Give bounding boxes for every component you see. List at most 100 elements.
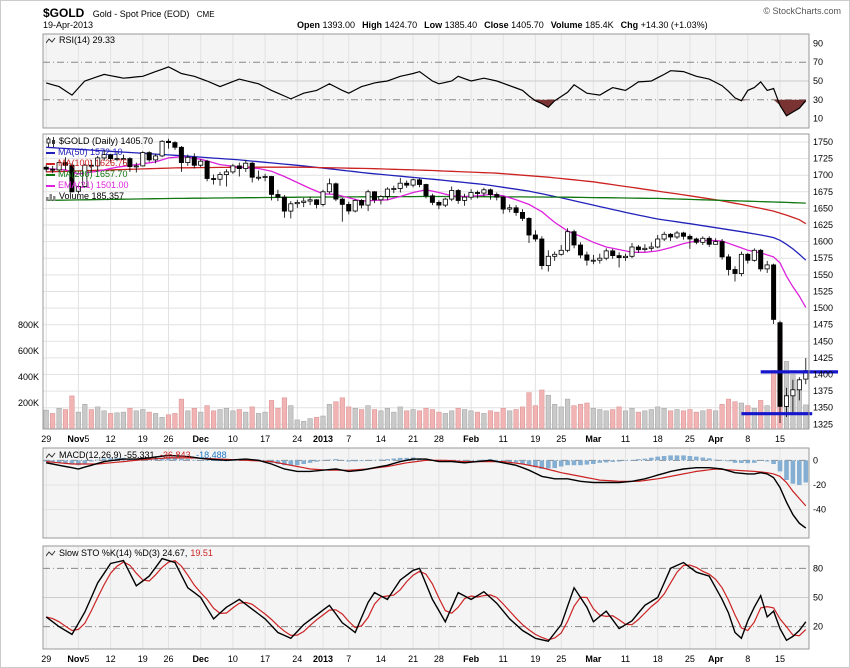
svg-text:70: 70 bbox=[813, 57, 823, 67]
ma200-key bbox=[46, 173, 55, 176]
symbol: $GOLD bbox=[43, 6, 85, 20]
svg-text:1475: 1475 bbox=[813, 320, 833, 330]
rsi-indicator-icon bbox=[46, 37, 56, 45]
sto-label-k: Slow STO %K(14) %D(3) 24.67, bbox=[59, 548, 188, 558]
quote-value: +14.30 (+1.03%) bbox=[640, 20, 708, 30]
svg-text:2013: 2013 bbox=[313, 654, 333, 664]
svg-text:26: 26 bbox=[163, 654, 173, 664]
ma200-label: MA(200) 1657.70 bbox=[58, 169, 128, 179]
svg-text:1450: 1450 bbox=[813, 336, 833, 346]
stochastic-plot bbox=[45, 557, 807, 642]
svg-text:50: 50 bbox=[813, 593, 823, 603]
ma50-label: MA(50) 1572.10 bbox=[58, 147, 123, 157]
svg-text:26: 26 bbox=[163, 434, 173, 444]
rsi-legend: RSI(14) 29.33 bbox=[46, 35, 115, 46]
svg-text:1675: 1675 bbox=[813, 187, 833, 197]
chart-date: 19-Apr-2013 bbox=[43, 20, 94, 30]
svg-text:Nov5: Nov5 bbox=[67, 654, 89, 664]
svg-text:20: 20 bbox=[813, 622, 823, 632]
ma100-label: MA(100) 1626.75 bbox=[58, 158, 128, 168]
candlestick-icon bbox=[46, 136, 56, 147]
symbol-description: Gold - Spot Price (EOD) bbox=[92, 9, 190, 19]
sto-label-d: 19.51 bbox=[190, 548, 213, 558]
svg-text:10: 10 bbox=[228, 434, 238, 444]
ema21-key bbox=[46, 184, 55, 187]
copyright: © StockCharts.com bbox=[763, 6, 841, 16]
svg-text:8: 8 bbox=[745, 654, 750, 664]
svg-text:25: 25 bbox=[556, 654, 566, 664]
svg-text:Apr: Apr bbox=[708, 434, 724, 444]
panel-borders bbox=[42, 33, 810, 650]
quote-label: High bbox=[362, 20, 385, 30]
svg-text:19: 19 bbox=[530, 434, 540, 444]
svg-text:10: 10 bbox=[813, 114, 823, 124]
gridlines bbox=[43, 34, 809, 649]
svg-text:24: 24 bbox=[292, 434, 302, 444]
svg-text:2013: 2013 bbox=[313, 434, 333, 444]
svg-text:15: 15 bbox=[775, 434, 785, 444]
svg-text:29: 29 bbox=[41, 654, 51, 664]
price-title: $GOLD (Daily) 1405.70 bbox=[59, 136, 154, 146]
svg-text:12: 12 bbox=[106, 434, 116, 444]
svg-text:Feb: Feb bbox=[463, 654, 480, 664]
svg-text:25: 25 bbox=[685, 434, 695, 444]
ema21-label: EMA(21) 1501.00 bbox=[58, 180, 129, 190]
svg-text:17: 17 bbox=[260, 434, 270, 444]
sto-legend: Slow STO %K(14) %D(3) 24.67, 19.51 bbox=[46, 548, 213, 559]
quote-value: 1385.40 bbox=[444, 20, 478, 30]
svg-text:11: 11 bbox=[621, 654, 630, 664]
svg-text:80: 80 bbox=[813, 563, 823, 573]
svg-text:1650: 1650 bbox=[813, 203, 833, 213]
svg-text:Dec: Dec bbox=[192, 434, 209, 444]
svg-text:7: 7 bbox=[346, 654, 351, 664]
svg-text:15: 15 bbox=[775, 654, 785, 664]
svg-text:25: 25 bbox=[685, 654, 695, 664]
svg-text:1325: 1325 bbox=[813, 419, 833, 429]
svg-text:600K: 600K bbox=[18, 346, 39, 356]
svg-text:30: 30 bbox=[813, 95, 823, 105]
svg-text:Apr: Apr bbox=[708, 654, 724, 664]
macd-plot bbox=[43, 454, 809, 529]
svg-text:Mar: Mar bbox=[585, 654, 602, 664]
quote-label: Open bbox=[297, 20, 323, 30]
quote-label: Chg bbox=[620, 20, 641, 30]
svg-text:1400: 1400 bbox=[813, 370, 833, 380]
svg-text:1600: 1600 bbox=[813, 237, 833, 247]
ma100-key bbox=[46, 162, 55, 165]
macd-label-signal: -36.843, bbox=[160, 450, 194, 460]
exchange-label: CME bbox=[196, 10, 215, 19]
svg-text:29: 29 bbox=[41, 434, 51, 444]
svg-text:200K: 200K bbox=[18, 398, 39, 408]
volume-icon bbox=[46, 193, 56, 201]
svg-text:1575: 1575 bbox=[813, 253, 833, 263]
quote-value: 1424.70 bbox=[384, 20, 418, 30]
sto-indicator-icon bbox=[46, 550, 56, 558]
quote-value: 185.4K bbox=[585, 20, 614, 30]
quote-label: Low bbox=[424, 20, 445, 30]
rsi-plot bbox=[46, 66, 807, 117]
macd-legend: MACD(12,26,9) -55.331, -36.843, -18.488 bbox=[46, 450, 227, 461]
svg-text:Feb: Feb bbox=[463, 434, 480, 444]
svg-text:-20: -20 bbox=[813, 480, 826, 490]
svg-text:24: 24 bbox=[292, 654, 302, 664]
ma50-key bbox=[46, 151, 55, 154]
svg-text:18: 18 bbox=[653, 654, 663, 664]
svg-text:19: 19 bbox=[530, 654, 540, 664]
svg-text:0: 0 bbox=[813, 455, 818, 465]
svg-text:21: 21 bbox=[408, 654, 418, 664]
volume-label: Volume 185,357 bbox=[59, 191, 125, 201]
quote-label: Volume bbox=[550, 20, 586, 30]
svg-text:1750: 1750 bbox=[813, 137, 833, 147]
svg-text:800K: 800K bbox=[18, 320, 39, 330]
svg-text:14: 14 bbox=[376, 654, 386, 664]
chart-header: $GOLD Gold - Spot Price (EOD) CME bbox=[43, 4, 215, 22]
svg-text:19: 19 bbox=[138, 654, 148, 664]
svg-text:11: 11 bbox=[499, 654, 508, 664]
svg-text:7: 7 bbox=[346, 434, 351, 444]
axis-labels: 1750172517001675165016251600157515501525… bbox=[18, 38, 833, 664]
svg-text:19: 19 bbox=[138, 434, 148, 444]
svg-text:11: 11 bbox=[621, 434, 630, 444]
svg-text:1500: 1500 bbox=[813, 303, 833, 313]
candlesticks bbox=[43, 138, 809, 423]
